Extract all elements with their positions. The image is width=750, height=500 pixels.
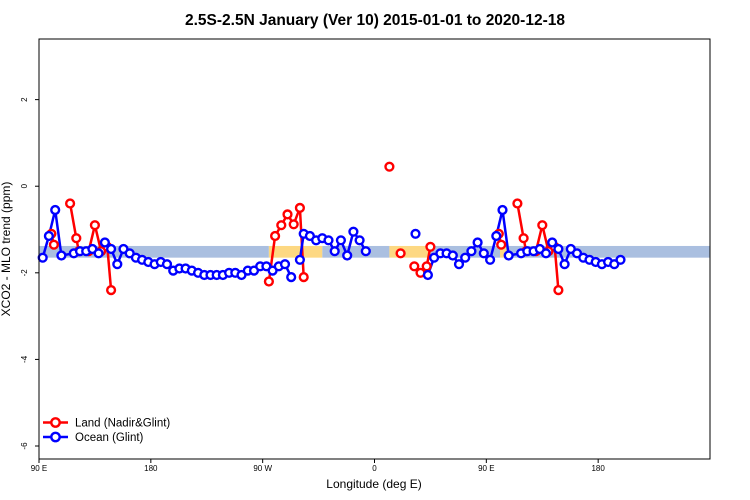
y-tick-label-4: -6 (20, 442, 29, 450)
band-segment-2 (322, 245, 390, 258)
land-point-5-0 (409, 261, 420, 272)
ocean-point-1-11 (360, 246, 371, 257)
ocean-point-3-4 (447, 250, 458, 261)
land-point-2-3 (282, 209, 293, 220)
ocean-point-0-1 (43, 230, 55, 242)
ocean-point-3-10 (485, 254, 496, 265)
ocean-point-3-19 (547, 237, 558, 248)
land-point-2-5 (294, 202, 306, 214)
y-axis: 2 0 -2 -4 -6 (20, 97, 39, 450)
chart-title: 2.5S-2.5N January (Ver 10) 2015-01-01 to… (185, 12, 565, 29)
ocean-point-3-7 (466, 246, 477, 257)
x-axis-label: Longitude (deg E) (326, 477, 421, 491)
land-point-3-0 (384, 161, 395, 172)
ocean-point-1-10 (354, 235, 365, 246)
land-point-1-4 (89, 220, 101, 231)
ocean-point-1-8 (342, 250, 353, 261)
ocean-point-1-7 (335, 235, 347, 246)
land-point-1-1 (71, 233, 82, 244)
y-tick-label-2: -2 (20, 269, 29, 277)
x-tick-label-4: 90 E (478, 464, 494, 473)
x-tick-label-2: 90 W (253, 464, 272, 473)
ocean-point-0-9 (99, 237, 111, 248)
ocean-point-3-11 (491, 230, 502, 242)
land-point-1-0 (64, 198, 76, 209)
ocean-point-1-6 (329, 246, 340, 257)
land-point-5-3 (425, 241, 436, 252)
y-tick-label-3: -4 (20, 355, 29, 363)
band-segment-3 (389, 245, 431, 258)
ocean-point-0-10 (105, 243, 117, 255)
land-point-2-1 (270, 230, 281, 242)
ocean-point-1-0 (294, 254, 306, 265)
y-tick-label-1: 0 (20, 183, 29, 188)
ocean-point-2-0 (410, 228, 421, 239)
land-point-7-4 (537, 220, 548, 231)
ocean-point-0-8 (93, 248, 104, 259)
ocean-point-3-8 (472, 237, 483, 248)
band-segment-0 (39, 245, 269, 258)
ocean-point-3-9 (478, 248, 489, 259)
ocean-point-3-21 (559, 259, 570, 270)
ocean-point-1-5 (323, 235, 334, 246)
land-point-5-2 (421, 261, 432, 272)
ocean-point-0-39 (286, 272, 297, 283)
y-tick-label-0: 2 (20, 97, 29, 102)
x-tick-label-0: 90 E (31, 464, 47, 473)
ocean-point-0-38 (279, 259, 291, 270)
legend: Land (Nadir&Glint) Ocean (Glint) (43, 417, 170, 444)
ocean-point-3-13 (503, 250, 514, 261)
ocean-point-1-9 (348, 226, 359, 237)
land-point-0-1 (48, 239, 60, 250)
ocean-point-3-5 (453, 259, 465, 270)
ocean-point-3-0 (422, 269, 434, 281)
land-point-7-1 (518, 233, 529, 244)
series-layer (37, 161, 626, 296)
x-tick-label-3: 0 (372, 464, 377, 473)
legend-land-marker (50, 417, 61, 428)
ocean-point-0-19 (161, 259, 173, 270)
x-tick-label-1: 180 (144, 464, 158, 473)
legend-land-label: Land (Nadir&Glint) (75, 418, 170, 430)
x-axis: 90 E 180 90 W 0 90 E 180 (31, 459, 605, 473)
legend-ocean-marker (50, 431, 61, 443)
ocean-point-3-20 (553, 243, 564, 255)
land-point-2-0 (263, 276, 275, 287)
band-segment-4 (430, 245, 501, 258)
legend-ocean-label: Ocean (Glint) (75, 432, 144, 444)
land-point-2-4 (288, 219, 299, 230)
land-point-1-7 (105, 285, 117, 296)
land-point-7-0 (512, 198, 523, 209)
band-segment-5 (500, 245, 509, 258)
ocean-point-0-11 (112, 259, 123, 270)
band-segment-6 (508, 245, 710, 258)
ocean-point-3-12 (497, 204, 508, 216)
land-point-2-6 (298, 272, 309, 283)
ocean-point-3-6 (460, 252, 471, 263)
ocean-point-3-18 (540, 248, 552, 259)
x-tick-label-5: 180 (591, 464, 605, 473)
ocean-point-0-2 (50, 204, 61, 216)
ocean-point-0-0 (37, 252, 48, 263)
land-point-7-7 (553, 285, 564, 296)
land-point-4-0 (395, 248, 406, 259)
band-segment-1 (268, 245, 323, 258)
ocean-point-0-3 (56, 250, 67, 261)
ocean-point-3-30 (615, 254, 626, 265)
background-bands (39, 245, 710, 258)
land-point-2-2 (276, 220, 287, 231)
land-point-6-1 (496, 239, 507, 250)
y-axis-label: XCO2 - MLO trend (ppm) (0, 182, 13, 317)
